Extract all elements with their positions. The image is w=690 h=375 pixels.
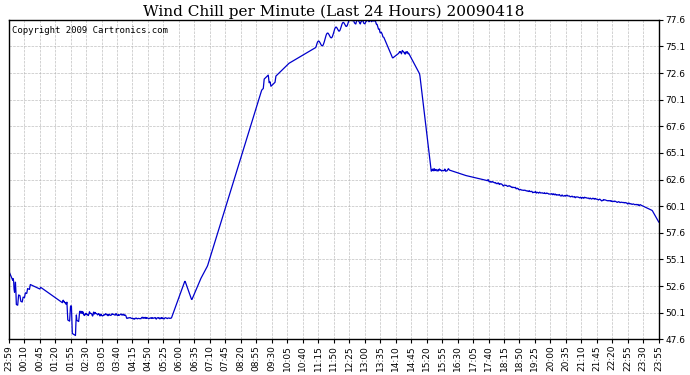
Text: Copyright 2009 Cartronics.com: Copyright 2009 Cartronics.com bbox=[12, 26, 168, 35]
Title: Wind Chill per Minute (Last 24 Hours) 20090418: Wind Chill per Minute (Last 24 Hours) 20… bbox=[143, 4, 524, 18]
